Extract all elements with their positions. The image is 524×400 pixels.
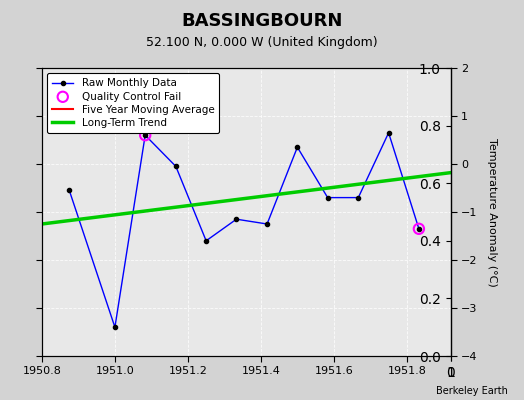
Text: 52.100 N, 0.000 W (United Kingdom): 52.100 N, 0.000 W (United Kingdom) bbox=[146, 36, 378, 49]
Raw Monthly Data bbox=[142, 133, 148, 138]
Raw Monthly Data bbox=[324, 195, 331, 200]
Legend: Raw Monthly Data, Quality Control Fail, Five Year Moving Average, Long-Term Tren: Raw Monthly Data, Quality Control Fail, … bbox=[47, 73, 220, 133]
Raw Monthly Data bbox=[66, 188, 72, 193]
Raw Monthly Data bbox=[294, 145, 300, 150]
Raw Monthly Data bbox=[203, 238, 209, 243]
Raw Monthly Data bbox=[355, 195, 362, 200]
Quality Control Fail bbox=[141, 132, 149, 138]
Raw Monthly Data bbox=[264, 222, 270, 226]
Raw Monthly Data bbox=[233, 217, 239, 222]
Raw Monthly Data bbox=[386, 130, 392, 135]
Raw Monthly Data bbox=[173, 164, 179, 169]
Text: Berkeley Earth: Berkeley Earth bbox=[436, 386, 508, 396]
Raw Monthly Data bbox=[112, 325, 118, 330]
Raw Monthly Data bbox=[416, 226, 422, 231]
Quality Control Fail bbox=[414, 226, 423, 232]
Y-axis label: Temperature Anomaly (°C): Temperature Anomaly (°C) bbox=[487, 138, 497, 286]
Text: BASSINGBOURN: BASSINGBOURN bbox=[181, 12, 343, 30]
Line: Raw Monthly Data: Raw Monthly Data bbox=[67, 131, 421, 329]
